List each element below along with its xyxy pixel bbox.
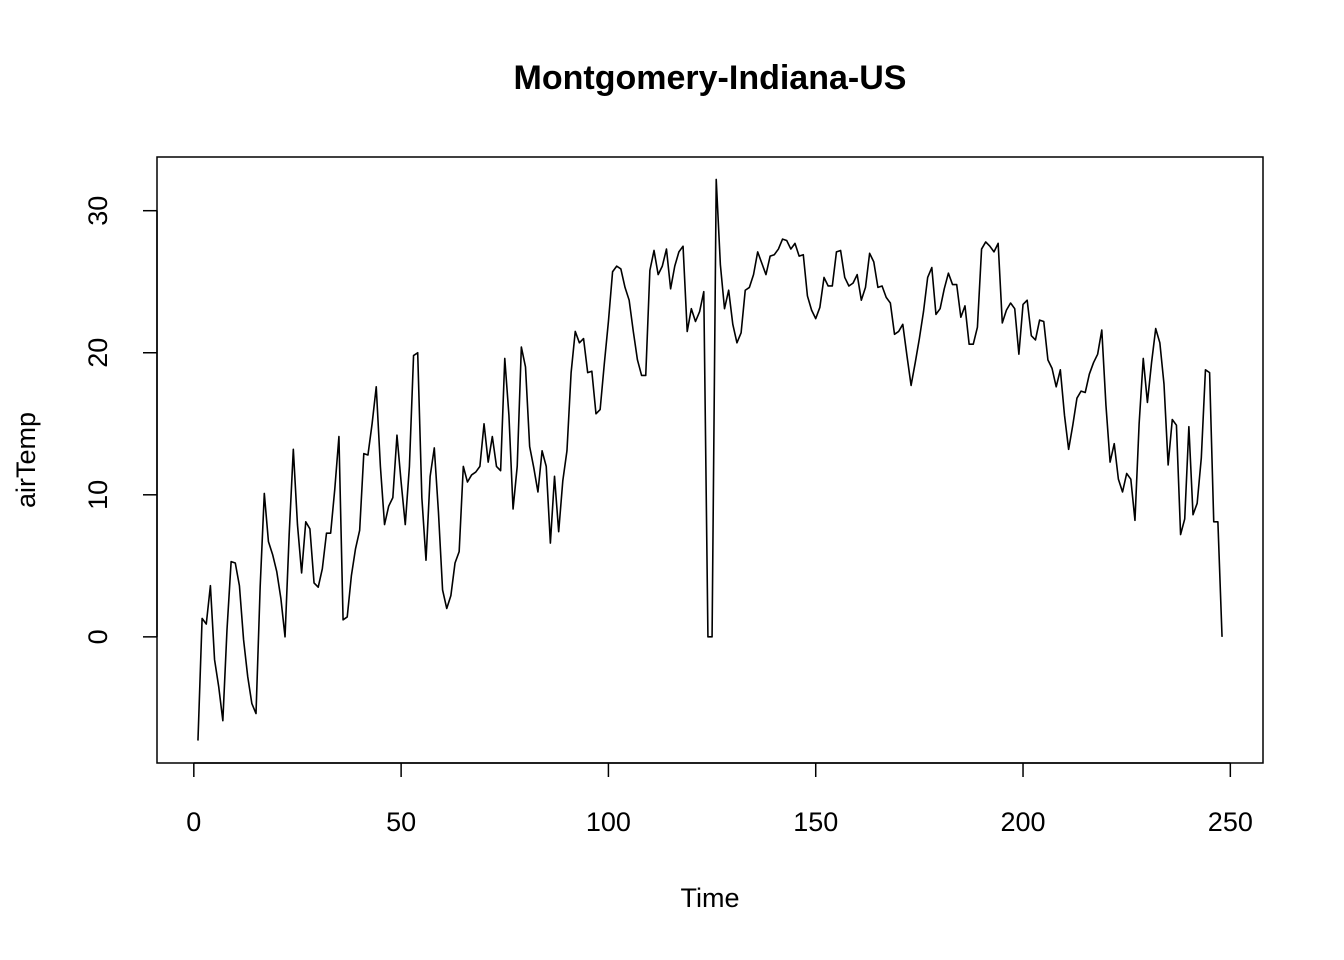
y-tick-label: 0 <box>83 629 113 644</box>
y-axis-label: airTemp <box>11 412 41 508</box>
x-tick-label: 150 <box>793 807 838 837</box>
x-tick-label: 100 <box>586 807 631 837</box>
x-tick-label: 0 <box>186 807 201 837</box>
chart-title: Montgomery-Indiana-US <box>514 59 907 97</box>
y-tick-label: 30 <box>83 196 113 226</box>
data-line <box>197 178 1223 741</box>
x-axis-label: Time <box>681 883 740 913</box>
x-tick-label: 200 <box>1000 807 1045 837</box>
y-tick-label: 10 <box>83 480 113 510</box>
x-tick-label: 250 <box>1208 807 1253 837</box>
y-tick-label: 20 <box>83 338 113 368</box>
x-tick-label: 50 <box>386 807 416 837</box>
